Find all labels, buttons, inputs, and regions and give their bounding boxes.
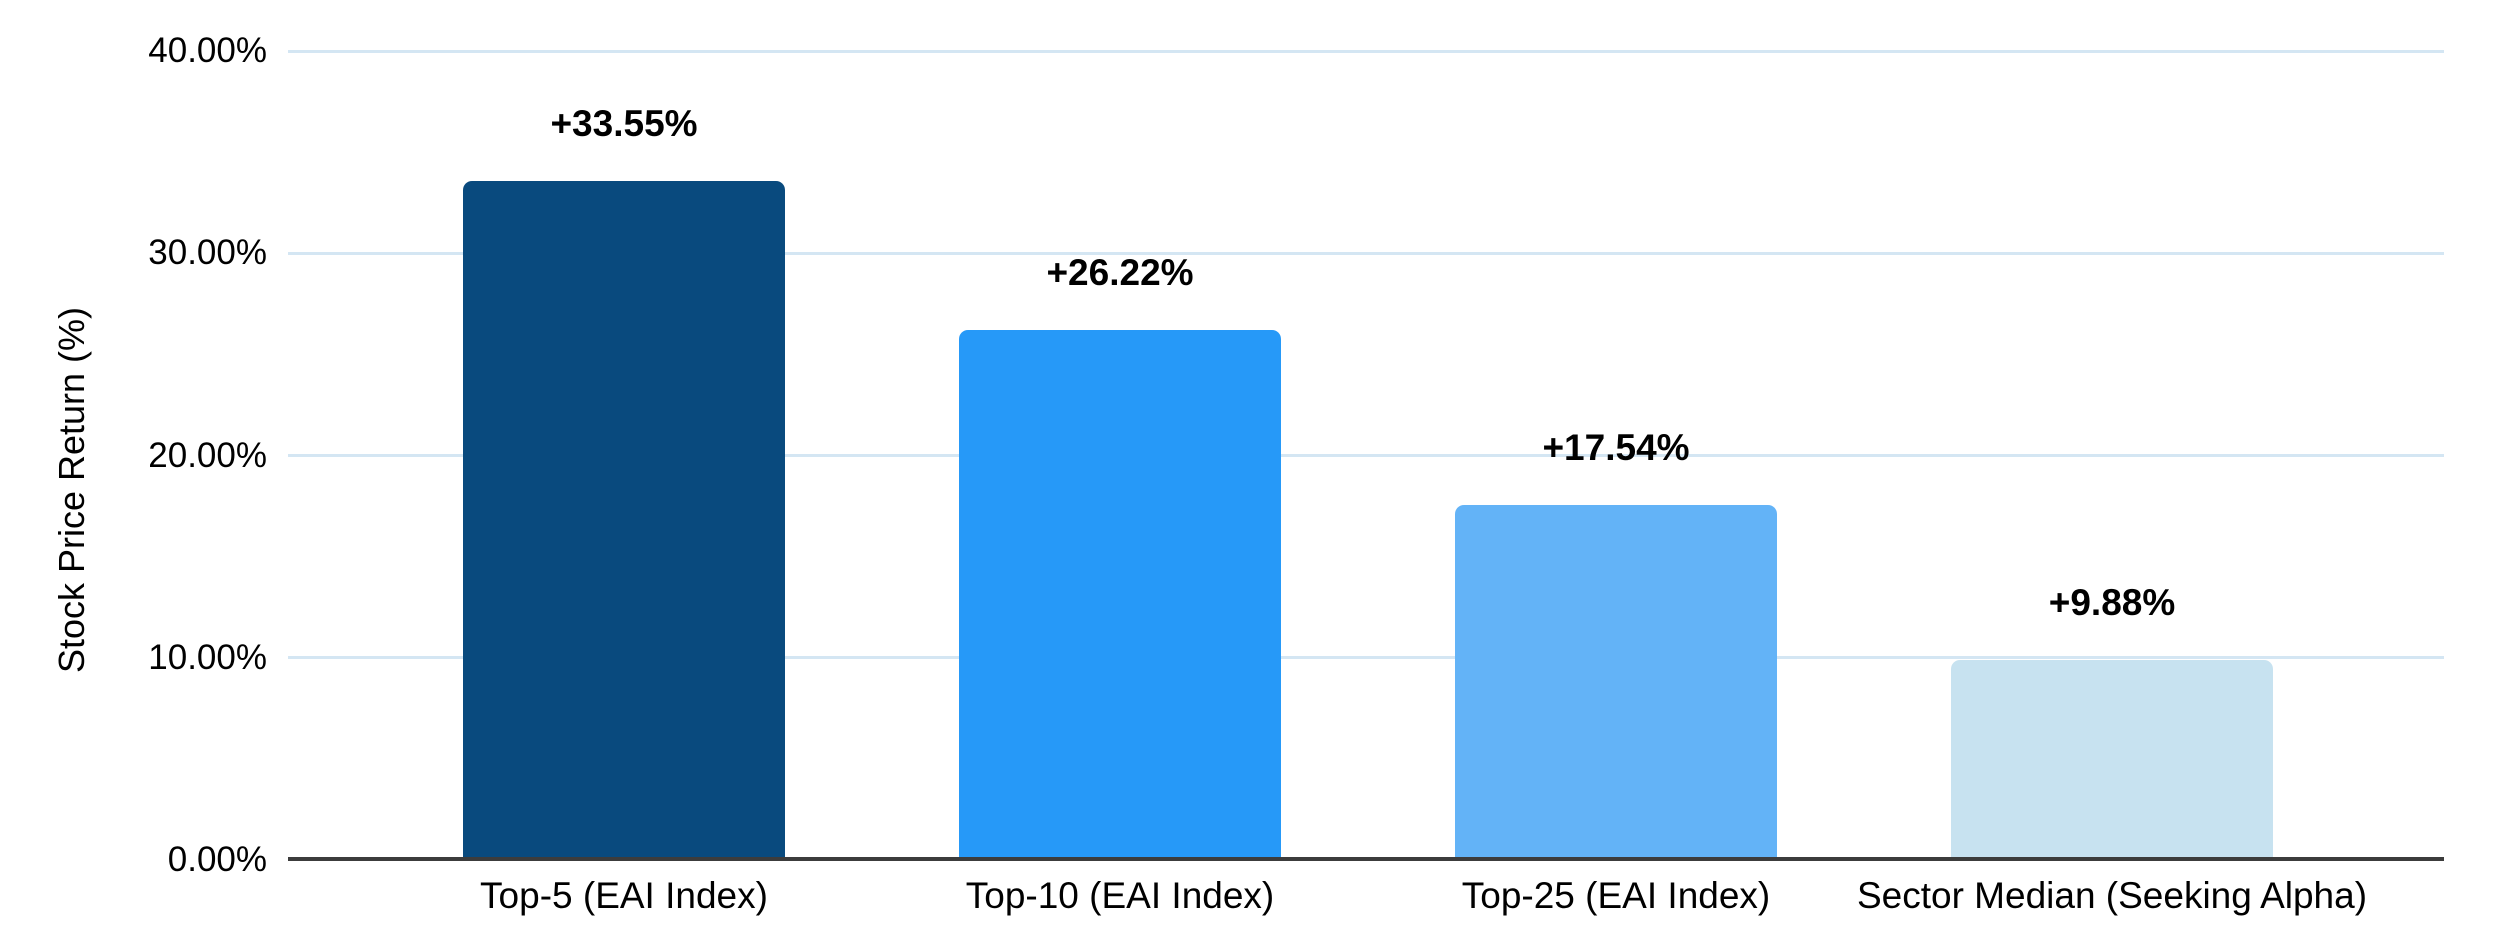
bar-value-label-top-25-eai-index: +17.54% — [1542, 427, 1690, 469]
bar-value-label-top-10-eai-index: +26.22% — [1046, 251, 1194, 293]
x-axis-category-label-top-10-eai-index: Top-10 (EAI Index) — [965, 875, 1275, 916]
x-axis-category-label-top-5-eai-index: Top-5 (EAI Index) — [480, 875, 768, 916]
gridline-40.00% — [288, 49, 2444, 53]
y-tick-label-30-00: 30.00% — [148, 233, 267, 273]
x-axis-category-label-top-25-eai-index: Top-25 (EAI Index) — [1461, 875, 1771, 916]
x-axis-line — [288, 857, 2444, 861]
y-tick-label-0-00: 0.00% — [167, 840, 267, 879]
bar-sector-median-seeking-alpha — [1951, 660, 2273, 860]
bar-top-5-eai-index — [463, 181, 785, 860]
gridline-20.00% — [288, 454, 2444, 457]
y-tick-label-10-00: 10.00% — [148, 637, 267, 677]
bar-value-label-top-5-eai-index: +33.55% — [550, 103, 698, 145]
y-tick-label-20-00: 20.00% — [148, 435, 267, 475]
gridline-10.00% — [288, 656, 2444, 660]
bar-top-10-eai-index — [959, 329, 1281, 860]
bar-top-25-eai-index — [1455, 505, 1777, 860]
y-tick-label-40-00: 40.00% — [148, 31, 267, 70]
x-axis-category-label-sector-median-seeking-alpha: Sector Median (Seeking Alpha) — [1856, 875, 2368, 916]
y-axis-title: Stock Price Return (%) — [51, 306, 92, 674]
bar-value-label-sector-median-seeking-alpha: +9.88% — [2048, 582, 2176, 624]
gridline-30.00% — [288, 251, 2444, 255]
